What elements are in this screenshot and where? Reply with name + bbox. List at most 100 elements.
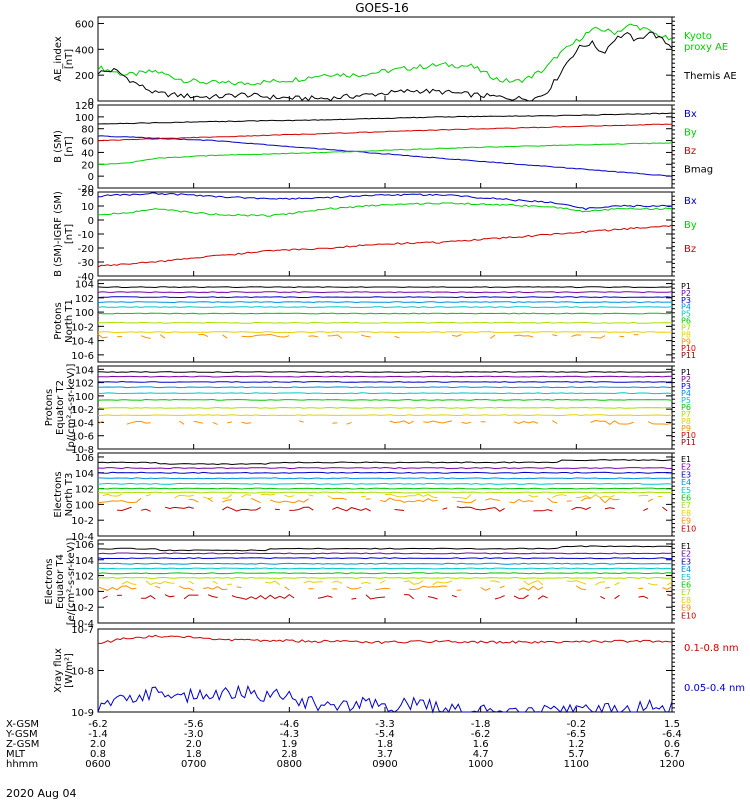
channel-line-e10 xyxy=(667,594,673,597)
channel-line-e6 xyxy=(97,572,673,575)
panel-xray: 10-9 10-8 10-7 Xray flux [W/m²] 0.1-0.8 nm 0.0… xyxy=(53,625,745,719)
channel-line-e5 xyxy=(97,567,673,570)
channel-line-e10 xyxy=(442,507,448,510)
channel-line-p9 xyxy=(360,334,371,338)
chart-title: GOES-16 xyxy=(355,1,409,15)
channel-line-e8 xyxy=(638,494,649,497)
y-axis-label-line: [e/(cm²-s-sr-keV)] xyxy=(66,538,77,626)
y-axis-label-line: [nT] xyxy=(64,136,75,156)
orbit-value: -6.2 xyxy=(88,719,108,730)
channel-line-e10 xyxy=(164,506,194,510)
channel-line-e10 xyxy=(662,506,668,512)
channel-line-e9 xyxy=(576,585,586,591)
legend-label: 0.1-0.8 nm xyxy=(684,643,739,654)
orbit-value: 2.8 xyxy=(281,749,297,760)
orbit-value: 1.8 xyxy=(377,739,393,750)
channel-line-p9 xyxy=(241,421,252,424)
channel-line-e9 xyxy=(509,498,534,504)
channel-line-e10 xyxy=(638,595,649,599)
channel-line-p1 xyxy=(97,371,673,373)
channel-line-p9 xyxy=(461,421,472,424)
legend-label: Kyoto xyxy=(684,31,712,42)
channel-line-p9 xyxy=(327,334,343,339)
channel-label: E7 xyxy=(681,501,691,510)
channel-line-e7 xyxy=(98,491,673,494)
orbit-value: -5.4 xyxy=(375,729,395,740)
channel-line-e10 xyxy=(289,506,314,511)
y-tick-label: -40 xyxy=(78,272,94,283)
orbit-value: 3.7 xyxy=(377,749,393,760)
y-tick-label: 102 xyxy=(75,294,94,305)
channel-label: P10 xyxy=(681,431,696,440)
legend-label: By xyxy=(684,127,697,138)
channel-line-e10 xyxy=(427,596,438,600)
channel-line-p9 xyxy=(489,334,496,339)
y-axis-label-line: AE_index xyxy=(53,36,64,82)
y-tick-label: 60 xyxy=(81,137,94,148)
y-tick-label: 10-4 xyxy=(71,418,94,429)
channel-line-e8 xyxy=(303,580,323,584)
channel-label: P9 xyxy=(681,337,691,346)
channel-label: E9 xyxy=(681,604,691,613)
panel-b_igrf: -40 -30 -20 -10 0 10 20 B (SM)-IGRF (SM) [nT] Bx B… xyxy=(53,188,697,283)
y-axis-label-line: [p/(cm²-s-sr-keV)] xyxy=(66,364,77,452)
y-axis-label-line: Protons xyxy=(53,302,64,339)
channel-line-e8 xyxy=(523,580,544,586)
channel-line-e3 xyxy=(97,471,673,474)
channel-label: P9 xyxy=(681,424,691,433)
y-axis-label-line: Equator T2 xyxy=(55,380,66,435)
y-tick-label: -10 xyxy=(78,230,94,241)
channel-line-e9 xyxy=(604,586,610,589)
channel-line-e9 xyxy=(250,497,261,504)
channel-line-p4 xyxy=(97,301,672,304)
date-label: 2020 Aug 04 xyxy=(6,787,76,800)
y-tick-label: 10 xyxy=(81,202,94,213)
channel-line-e9 xyxy=(375,587,390,591)
series-line-bmag xyxy=(97,112,673,125)
channel-line-e8 xyxy=(145,580,175,586)
channel-line-e8 xyxy=(284,494,295,498)
channel-line-e9 xyxy=(456,589,462,591)
orbit-row-label: Y-GSM xyxy=(5,729,38,740)
channel-line-p9 xyxy=(590,335,606,339)
channel-line-e10 xyxy=(317,595,333,599)
legend-label: Bz xyxy=(684,146,696,157)
y-tick-label: 104 xyxy=(75,365,94,376)
orbit-value: 1.8 xyxy=(186,749,202,760)
channel-label: P1 xyxy=(681,368,691,377)
channel-line-e9 xyxy=(547,497,558,504)
channel-line-e5 xyxy=(97,482,673,485)
channel-line-p9 xyxy=(590,419,634,426)
orbit-value: -4.3 xyxy=(280,729,300,740)
channel-line-e9 xyxy=(97,585,137,591)
channel-line-p9 xyxy=(97,333,108,339)
channel-line-e8 xyxy=(241,494,252,498)
y-axis-label-line: B (SM)-IGRF (SM) xyxy=(53,191,64,277)
y-tick-label: 0 xyxy=(88,216,94,227)
channel-line-e10 xyxy=(140,508,151,512)
channel-line-e8 xyxy=(566,580,587,585)
y-tick-label: 10-9 xyxy=(71,708,94,719)
channel-line-e9 xyxy=(97,497,142,504)
channel-line-e9 xyxy=(207,498,214,502)
channel-line-p8 xyxy=(98,414,673,417)
orbit-value: 0.6 xyxy=(664,739,680,750)
y-tick-label: 20 xyxy=(81,188,94,199)
channel-line-p9 xyxy=(227,421,233,424)
orbit-value: 0700 xyxy=(181,759,206,770)
series-line-themis-ae xyxy=(97,31,673,102)
channel-label: E10 xyxy=(681,524,696,533)
y-tick-label: 10-2 xyxy=(71,405,94,416)
channel-line-e8 xyxy=(379,580,386,584)
orbit-value: 1.6 xyxy=(473,739,489,750)
channel-line-e8 xyxy=(102,493,123,497)
channel-label: E5 xyxy=(681,486,691,495)
channel-line-e10 xyxy=(600,595,606,600)
channel-line-e9 xyxy=(566,500,572,502)
channel-line-e9 xyxy=(580,497,591,502)
channel-line-p9 xyxy=(332,422,338,424)
channel-line-p5 xyxy=(97,306,673,309)
channel-label: E5 xyxy=(681,573,691,582)
y-tick-label: 100 xyxy=(75,308,94,319)
